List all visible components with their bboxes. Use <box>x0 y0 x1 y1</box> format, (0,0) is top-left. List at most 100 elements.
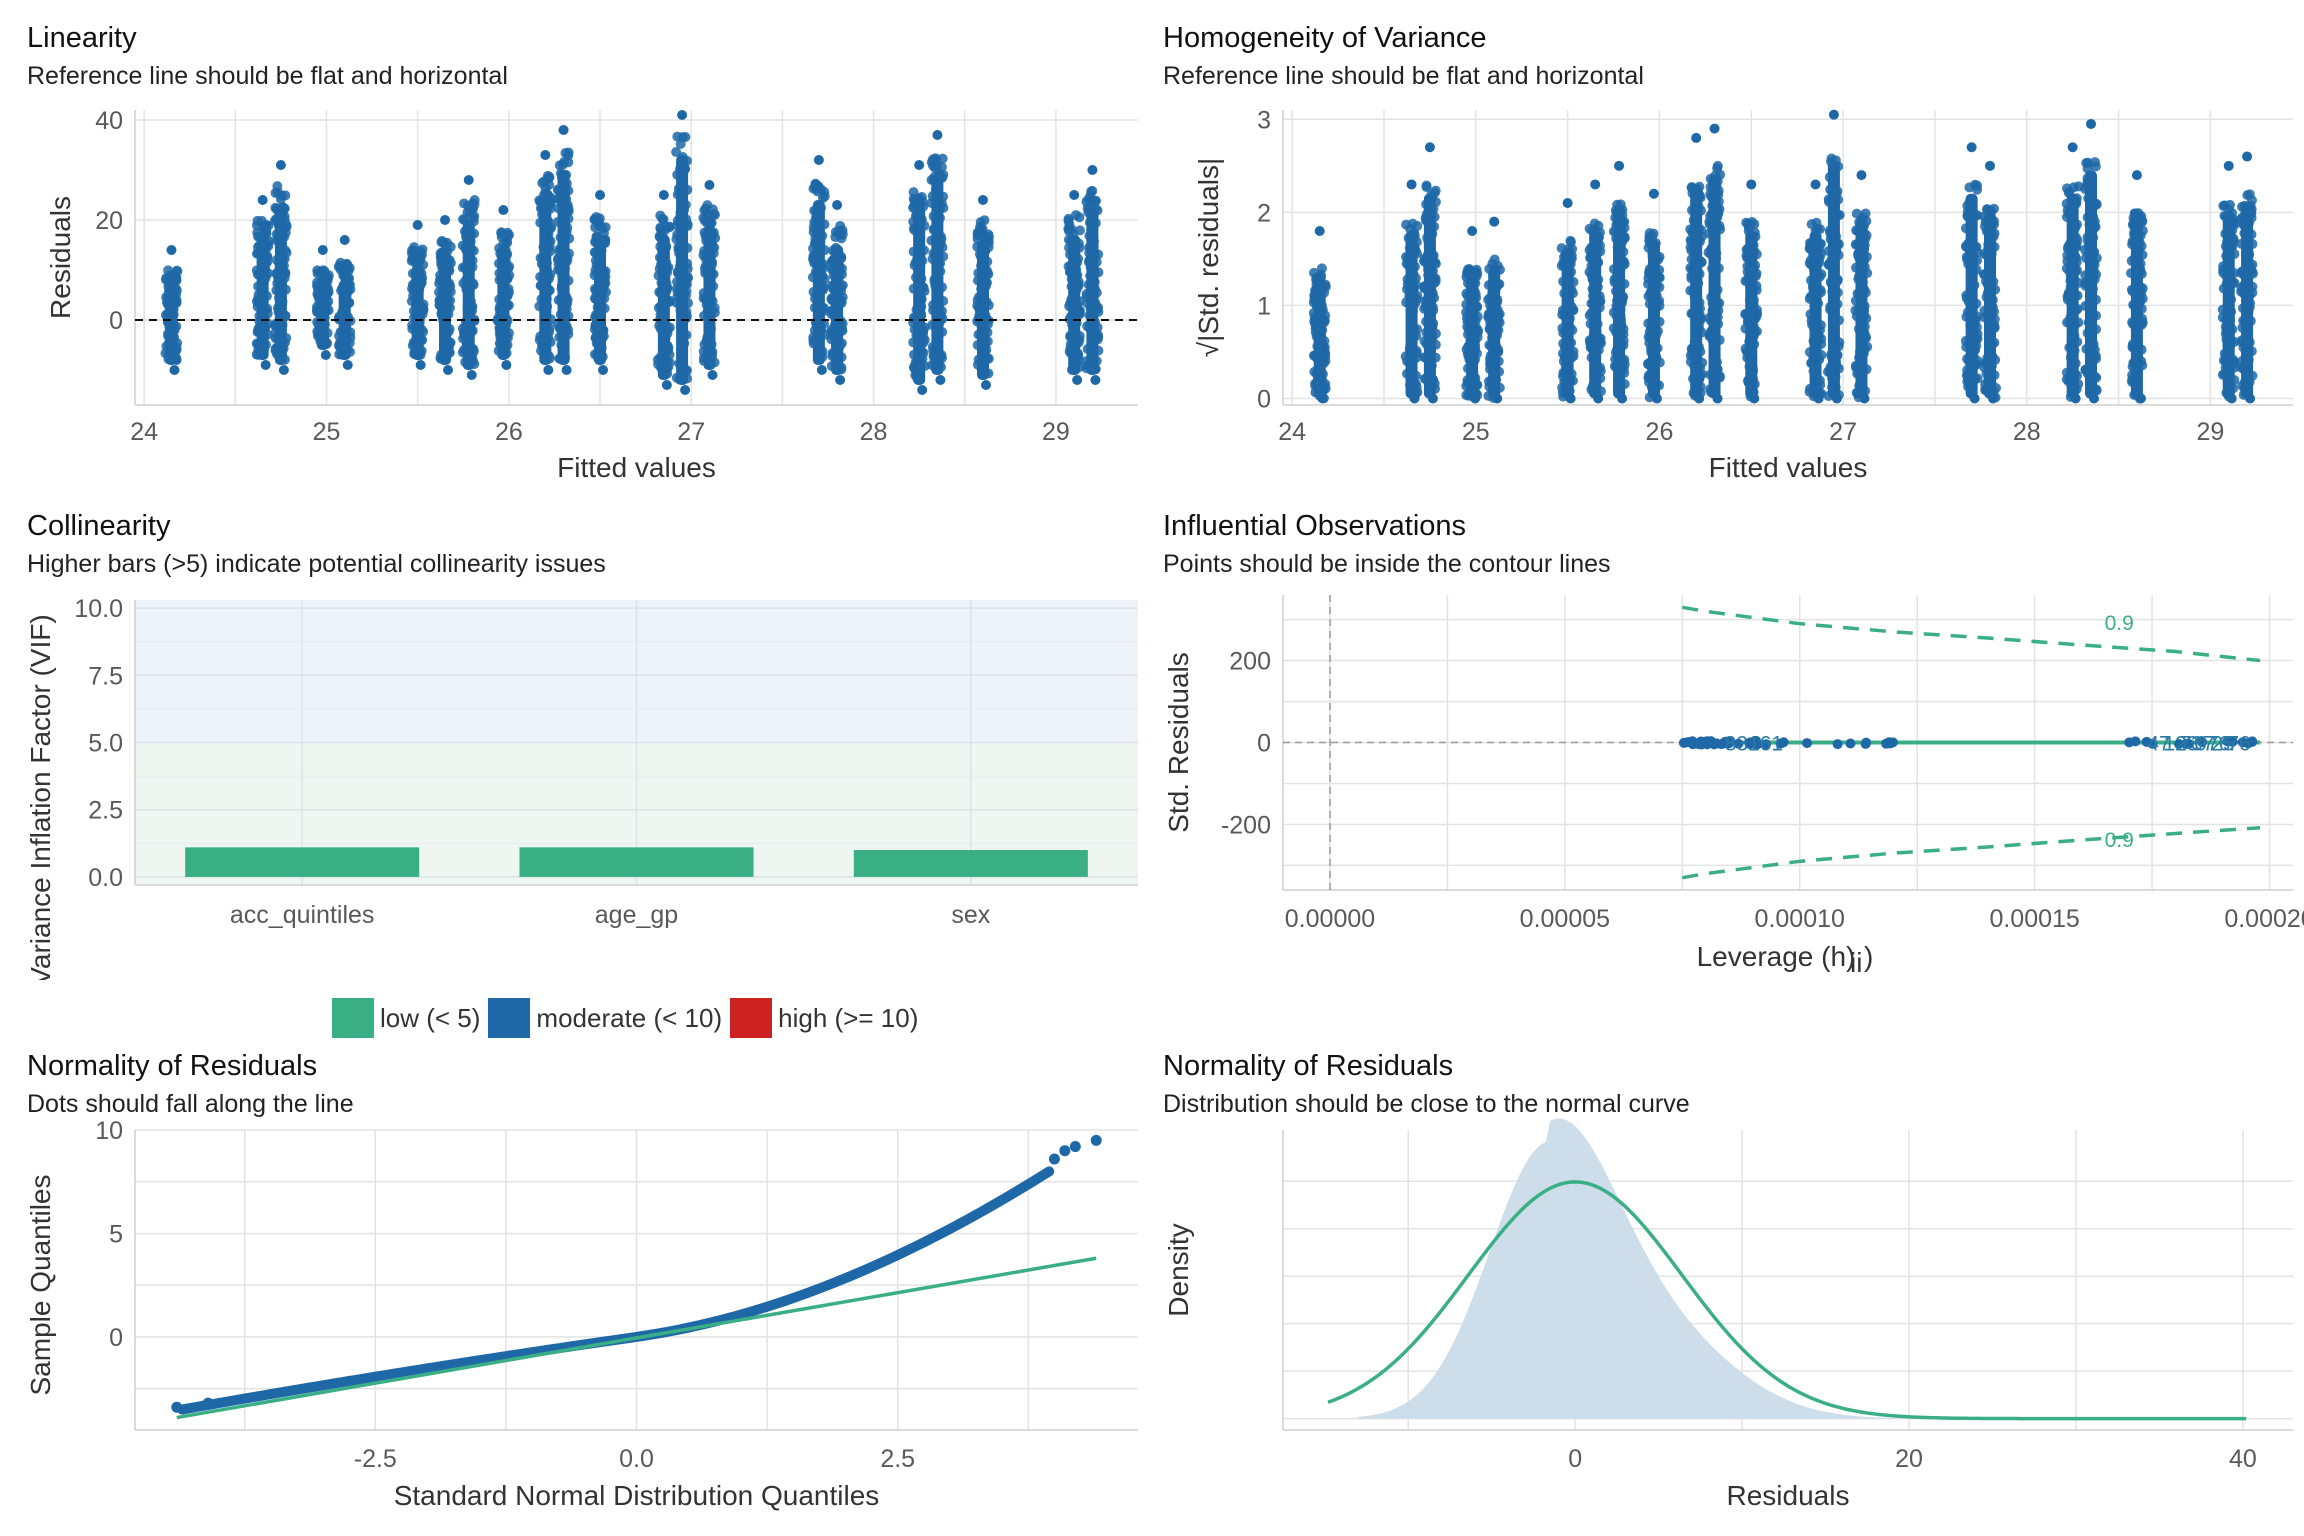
homogeneity-column <box>1965 193 1978 399</box>
homogeneity-point <box>1691 132 1702 143</box>
linearity-point <box>677 110 688 120</box>
linearity-point <box>1087 185 1098 196</box>
linearity-point <box>560 147 571 158</box>
homogeneity-point <box>1743 218 1754 229</box>
homogeneity-point <box>1648 188 1659 199</box>
linearity-title: Linearity <box>27 22 137 54</box>
linearity-point <box>172 266 183 277</box>
homogeneity-column <box>1423 193 1436 399</box>
linearity-column <box>913 205 926 385</box>
linearity-point <box>813 155 824 165</box>
vif-ytick: 10.0 <box>74 595 123 623</box>
influential-point <box>1683 737 1694 748</box>
homogeneity-point <box>1831 393 1842 404</box>
linearity-point <box>704 180 715 190</box>
influential-subtitle: Points should be inside the contour line… <box>1163 550 1611 578</box>
linearity-point <box>917 385 928 395</box>
homogeneity-ytick: 0 <box>1257 385 1271 413</box>
vif-bar-sex <box>853 850 1088 877</box>
homogeneity-point <box>2226 393 2237 404</box>
influential-point <box>1733 738 1744 749</box>
homogeneity-point <box>1462 268 1473 279</box>
linearity-point <box>707 370 718 380</box>
homogeneity-point <box>1856 170 1867 181</box>
linearity-point <box>558 125 569 135</box>
linearity-column <box>439 260 452 365</box>
homogeneity-column <box>1690 184 1703 399</box>
homogeneity-point <box>2067 142 2078 153</box>
homogeneity-point <box>2128 212 2139 223</box>
homogeneity-point <box>1467 225 1478 236</box>
influential-xtick: 0.00005 <box>1520 905 1610 933</box>
linearity-point <box>440 215 451 225</box>
homogeneity-column <box>1647 240 1660 399</box>
linearity-subtitle: Reference line should be flat and horizo… <box>27 62 508 90</box>
influential-point-label: 976 <box>2195 733 2230 756</box>
linearity-column <box>931 175 944 375</box>
linearity-point <box>443 365 454 375</box>
legend-key-moderate <box>488 998 531 1038</box>
influential-point-label: 25 <box>2211 733 2234 756</box>
influential-xtick: 0.00010 <box>1755 905 1845 933</box>
homogeneity-point <box>1810 179 1821 190</box>
linearity-column <box>539 195 552 365</box>
homogeneity-point <box>1614 160 1625 171</box>
linearity-point <box>438 247 449 258</box>
linearity-ytick: 40 <box>95 107 123 135</box>
homogeneity-point <box>1489 254 1500 265</box>
qq-point <box>171 1401 183 1413</box>
influential-xlabel: Leverage (h) <box>1697 941 1856 972</box>
linearity-point <box>317 245 328 255</box>
homogeneity-point <box>2242 190 2253 201</box>
linearity-point <box>320 350 331 360</box>
homogeneity-column <box>2066 193 2079 399</box>
density-empirical-area <box>1358 1118 2243 1419</box>
qq-ytick: 10 <box>95 1117 123 1145</box>
linearity-xtick: 29 <box>1042 418 1070 446</box>
homogeneity-point <box>1828 109 1839 120</box>
homogeneity-subtitle: Reference line should be flat and horizo… <box>1163 62 1644 90</box>
linearity-point <box>819 191 830 202</box>
linearity-point <box>832 200 843 210</box>
influential-xtick: 0.00000 <box>1285 905 1375 933</box>
influential-point <box>2141 736 2152 747</box>
homogeneity-column <box>1488 268 1501 399</box>
influential-contour-label-lower: 0.9 <box>2105 829 2134 852</box>
homogeneity-xtick: 29 <box>2196 418 2224 446</box>
linearity-point <box>162 272 173 283</box>
linearity-point <box>591 212 602 223</box>
linearity-point <box>928 154 939 165</box>
vif-ytick: 7.5 <box>88 662 123 690</box>
linearity-point <box>463 200 474 211</box>
linearity-column <box>676 155 689 385</box>
vif-bar-age_gp <box>519 847 754 877</box>
influential-point <box>1761 739 1772 750</box>
linearity-point <box>916 192 927 202</box>
homogeneity-point <box>2131 170 2142 181</box>
legend-label-low: low (< 5) <box>380 1002 481 1033</box>
linearity-ylabel: Residuals <box>45 196 76 319</box>
homogeneity-point <box>1593 393 1604 404</box>
linearity-point <box>671 147 682 158</box>
linearity-point <box>415 360 426 370</box>
homogeneity-column <box>1745 230 1758 399</box>
density-title: Normality of Residuals <box>1163 1050 1454 1082</box>
homogeneity-column <box>2130 221 2143 399</box>
homogeneity-title: Homogeneity of Variance <box>1163 22 1487 54</box>
linearity-point <box>661 380 672 390</box>
qq-title: Normality of Residuals <box>27 1050 318 1082</box>
influential-point <box>2173 738 2184 749</box>
linearity-point <box>312 277 323 288</box>
legend-key-high <box>730 998 773 1038</box>
influential-ylabel: Std. Residuals <box>1163 652 1194 833</box>
homogeneity-column <box>1405 230 1418 399</box>
homogeneity-point <box>1969 393 1980 404</box>
linearity-point <box>463 175 474 185</box>
homogeneity-point <box>1562 198 1573 209</box>
homogeneity-point <box>2134 393 2145 404</box>
linearity-point <box>1084 201 1095 212</box>
influential-point <box>1845 738 1856 749</box>
homogeneity-ytick: 3 <box>1257 106 1271 134</box>
homogeneity-point <box>1813 393 1824 404</box>
